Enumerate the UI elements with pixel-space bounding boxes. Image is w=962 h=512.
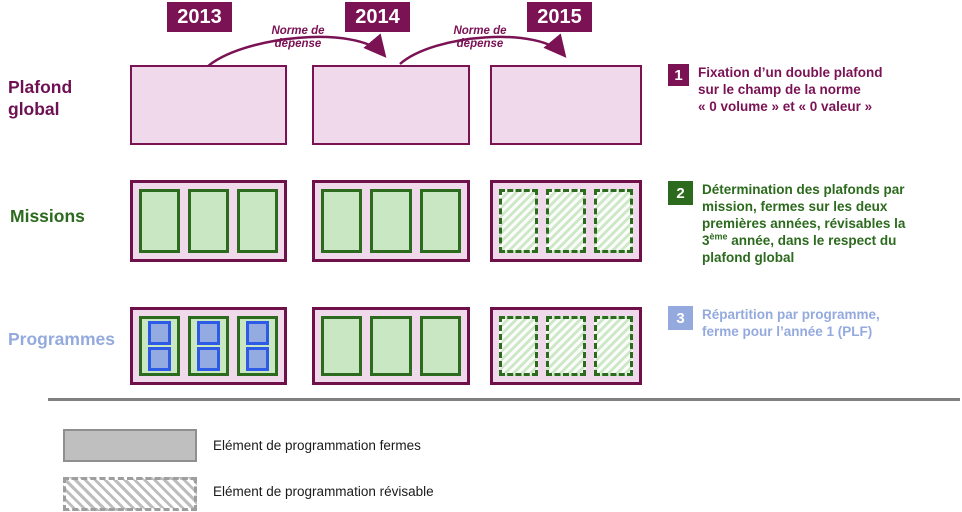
- missions-box-2013: [130, 180, 287, 262]
- norme-label-2: Norme de dépense: [438, 25, 522, 51]
- annotation-2-line: mission, fermes sur les deux: [702, 199, 888, 214]
- programme-cell: [188, 316, 229, 376]
- plafond-box-2015: [490, 65, 642, 145]
- separator-line: [48, 398, 960, 401]
- norme-label-1: Norme de dépense: [256, 25, 340, 51]
- row-label-missions: Missions: [10, 206, 85, 226]
- legend-label-ferme: Elément de programmation fermes: [213, 438, 421, 453]
- programme-subcell: [147, 321, 172, 345]
- annotation-3: 3 Répartition par programme, ferme pour …: [668, 306, 880, 340]
- programme-subcell: [147, 347, 172, 371]
- annotation-1: 1 Fixation d’un double plafond sur le ch…: [668, 64, 882, 115]
- norme-arrow-2014-2015: [399, 33, 567, 65]
- programme-cell: [139, 316, 180, 376]
- annotation-2-line: Détermination des plafonds par: [702, 182, 905, 197]
- mission-cell: [139, 189, 180, 253]
- year-2014: 2014: [345, 2, 410, 32]
- annotation-2-line: plafond global: [702, 250, 795, 265]
- norme-arrow-2013-2014: [205, 33, 387, 69]
- mission-cell-revisable: [546, 189, 586, 253]
- row-label-plafond-line1: Plafond: [8, 77, 73, 97]
- annotation-2: 2 Détermination des plafonds par mission…: [668, 181, 905, 266]
- annotation-2-sup-post: année, dans le respect du: [727, 233, 897, 248]
- norme-label-2-line2: dépense: [456, 38, 504, 50]
- norme-label-2-line1: Norme de: [453, 25, 507, 37]
- programme-subcell: [245, 347, 270, 371]
- annotation-1-line: « 0 volume » et « 0 valeur »: [698, 99, 873, 114]
- programme-subcell: [245, 321, 270, 345]
- mission-cell-revisable: [499, 189, 539, 253]
- annotation-2-sup: ème: [709, 231, 728, 242]
- mission-cell: [188, 189, 229, 253]
- year-2013: 2013: [167, 2, 232, 32]
- programme-cell-revisable: [593, 316, 633, 376]
- legend-swatch-ferme: [63, 429, 197, 462]
- norme-arrows: [205, 33, 567, 69]
- norme-label-1-line1: Norme de: [271, 25, 325, 37]
- mission-cell-revisable: [593, 189, 633, 253]
- annotation-2-line: premières années, révisables la: [702, 216, 906, 231]
- programme-cell: [419, 316, 461, 376]
- programmes-box-2013: [130, 307, 287, 385]
- annotation-2-text: Détermination des plafonds par mission, …: [702, 181, 905, 266]
- programme-subcell: [196, 321, 221, 345]
- legend-swatch-revisable: [63, 477, 197, 511]
- annotation-3-text: Répartition par programme, ferme pour l’…: [702, 306, 880, 340]
- row-label-plafond-global: Plafond global: [8, 76, 72, 120]
- mission-cell: [419, 189, 461, 253]
- plafond-box-2014: [312, 65, 470, 145]
- row-label-programmes: Programmes: [8, 329, 115, 349]
- row-label-plafond-line2: global: [8, 99, 60, 119]
- annotation-3-line: Répartition par programme,: [702, 307, 880, 322]
- annotation-1-line: sur le champ de la norme: [698, 82, 861, 97]
- legend-label-revisable: Elément de programmation révisable: [213, 484, 434, 499]
- missions-box-2014: [312, 180, 470, 262]
- annotation-2-sup-pre: 3: [702, 233, 710, 248]
- programme-cell: [237, 316, 278, 376]
- mission-cell: [370, 189, 412, 253]
- programmes-box-2015: [490, 307, 642, 385]
- programme-cell: [321, 316, 363, 376]
- annotation-1-number: 1: [668, 64, 689, 86]
- annotation-2-line-sup: 3ème année, dans le respect du: [702, 232, 905, 249]
- annotation-2-number: 2: [668, 181, 693, 205]
- mission-cell: [237, 189, 278, 253]
- plafond-box-2013: [130, 65, 287, 145]
- programme-cell-revisable: [546, 316, 586, 376]
- programme-cell-revisable: [499, 316, 539, 376]
- annotation-3-number: 3: [668, 306, 693, 330]
- programme-cell: [370, 316, 412, 376]
- programme-subcell: [196, 347, 221, 371]
- missions-box-2015: [490, 180, 642, 262]
- norme-label-1-line2: dépense: [274, 38, 322, 50]
- programmes-box-2014: [312, 307, 470, 385]
- mission-cell: [321, 189, 363, 253]
- year-2015: 2015: [527, 2, 592, 32]
- annotation-1-text: Fixation d’un double plafond sur le cham…: [698, 64, 882, 115]
- annotation-1-line: Fixation d’un double plafond: [698, 65, 883, 80]
- annotation-3-line: ferme pour l’année 1 (PLF): [702, 324, 873, 339]
